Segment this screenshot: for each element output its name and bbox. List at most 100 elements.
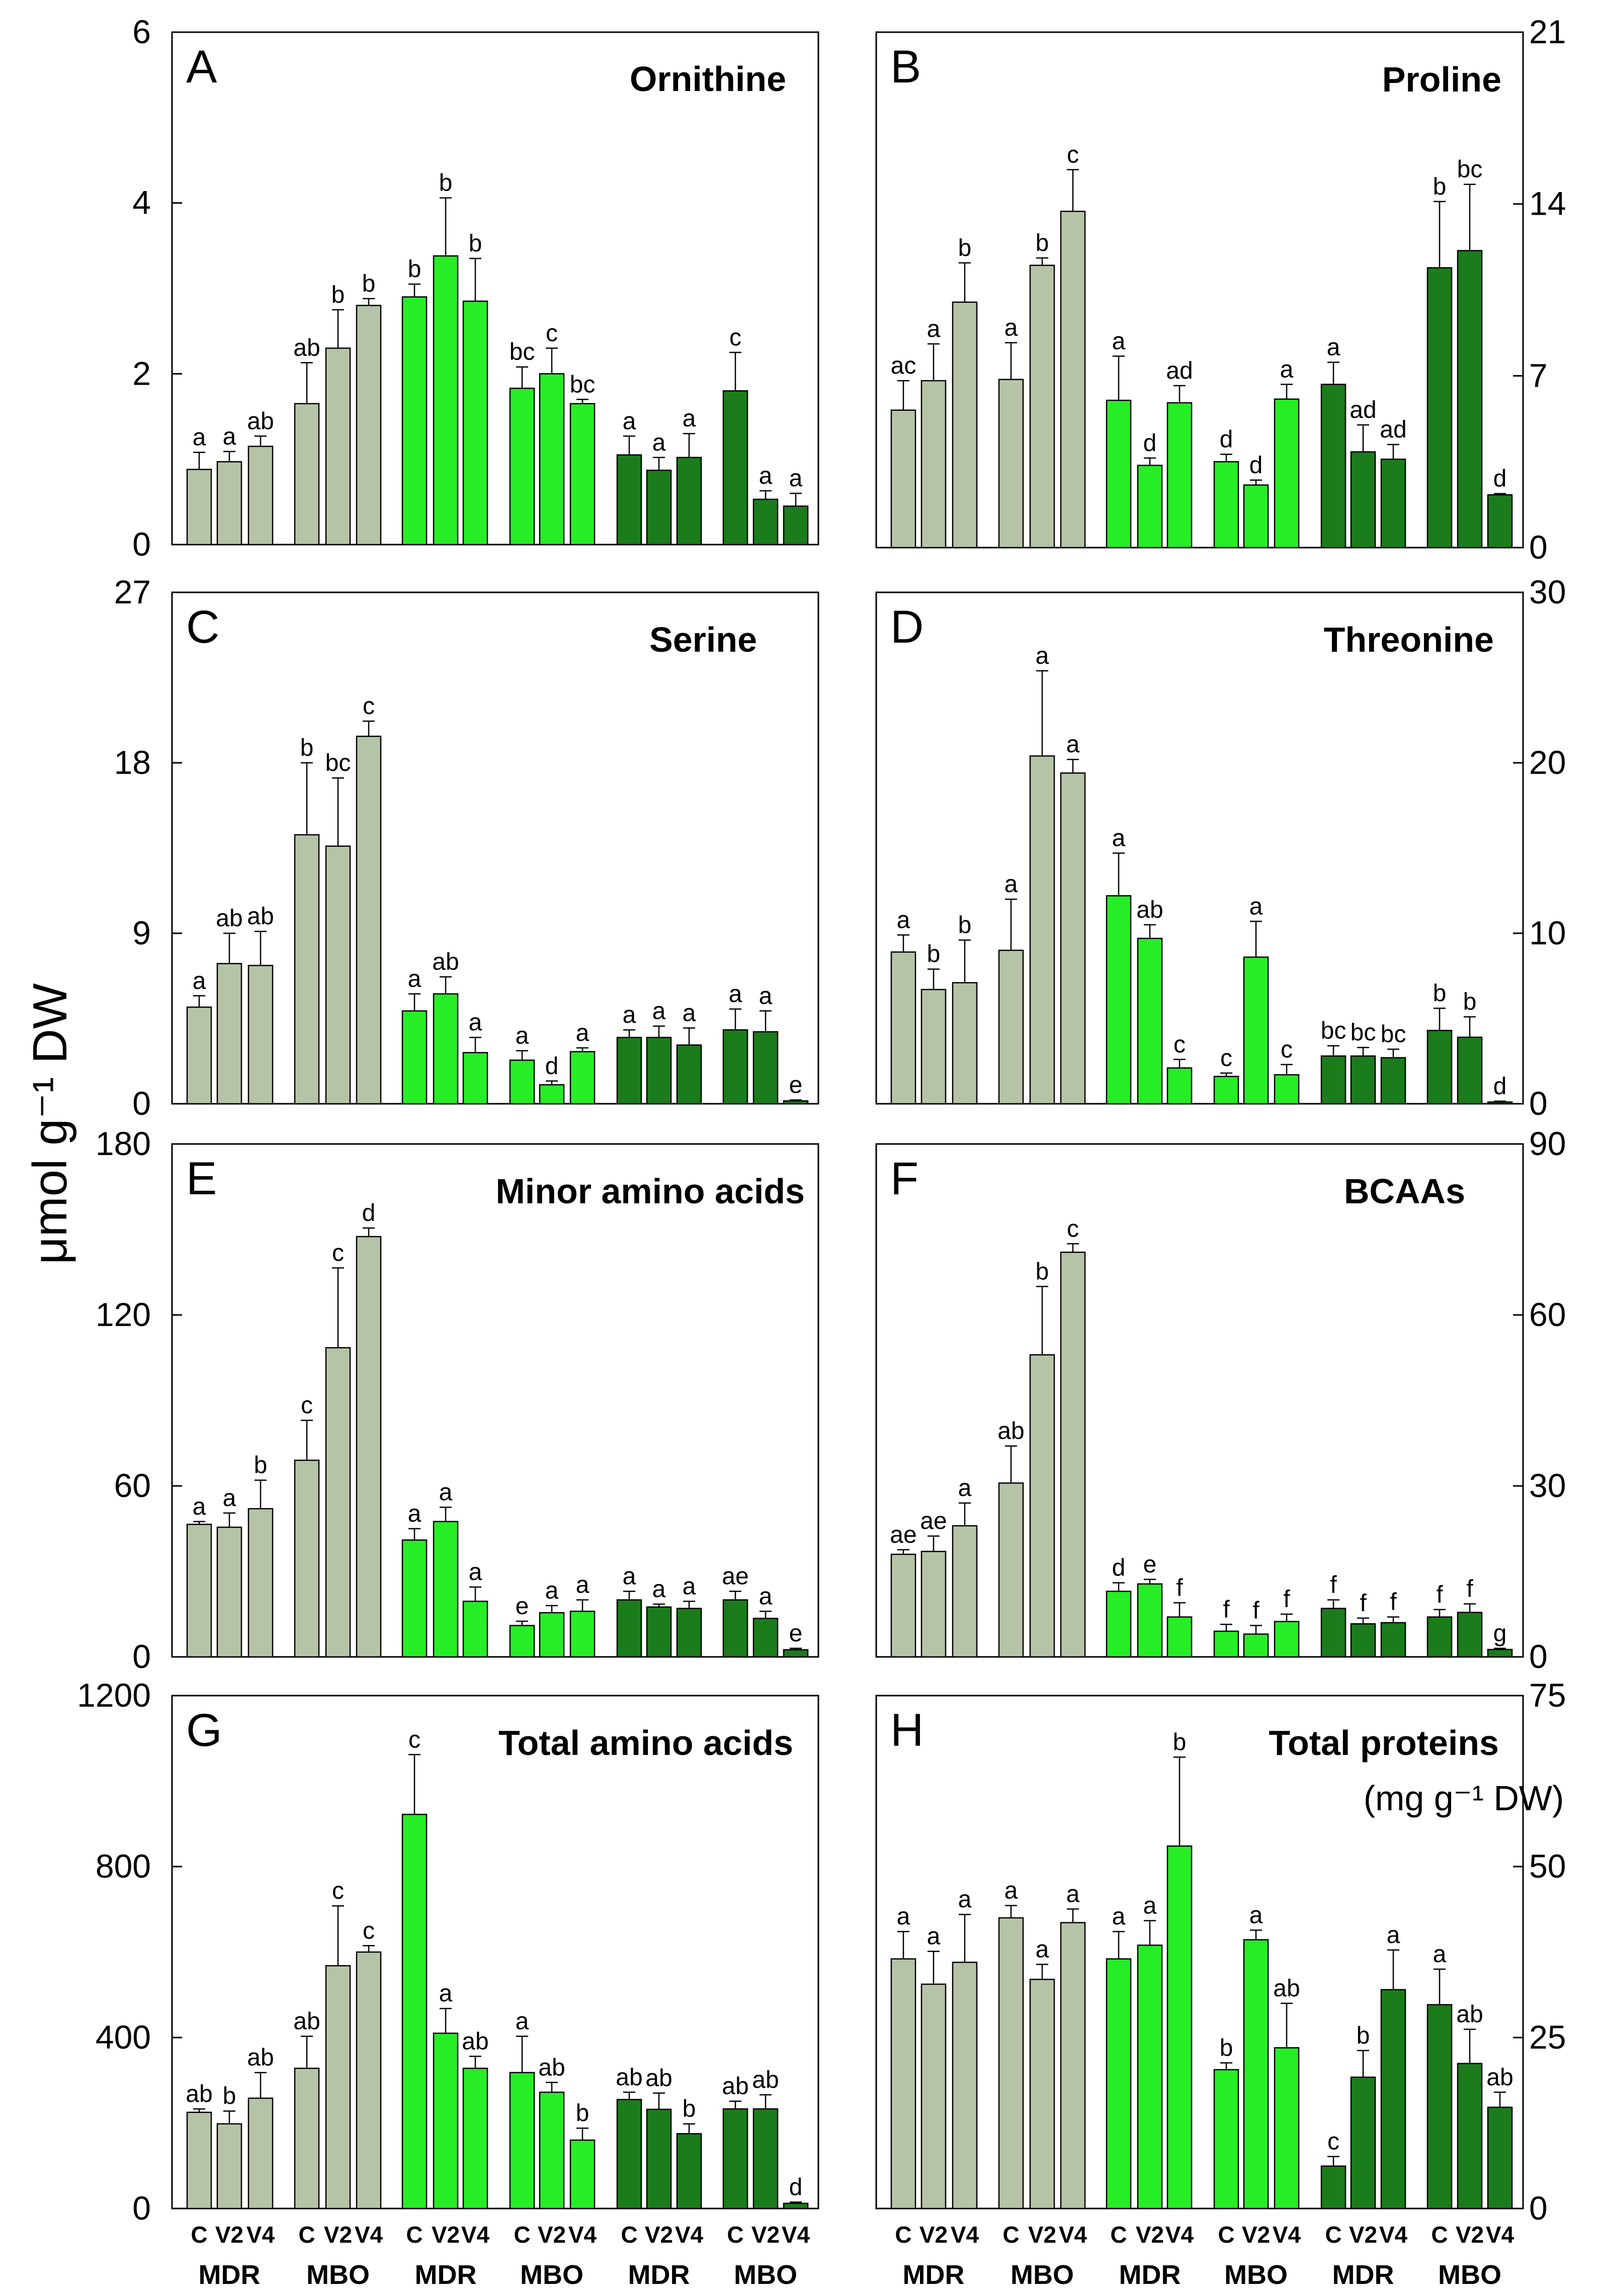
significance-letter: c <box>332 1878 344 1904</box>
significance-letter: b <box>1433 980 1447 1007</box>
significance-letter: a <box>623 1563 636 1590</box>
significance-letter: c <box>332 1240 344 1267</box>
x-tick-label: V4 <box>1486 2222 1515 2248</box>
panel-title: Total proteins <box>1269 1723 1499 1762</box>
significance-letter: a <box>927 316 941 342</box>
bar <box>433 255 459 546</box>
panel-letter: E <box>186 1153 217 1204</box>
bar <box>1213 2069 1239 2210</box>
bar <box>1137 937 1163 1105</box>
bar <box>783 2202 809 2210</box>
y-tick-label: 2 <box>132 355 151 392</box>
significance-letter: ab <box>1456 2001 1483 2028</box>
x-tick-label: V2 <box>1456 2222 1484 2248</box>
y-tick-label: 0 <box>132 1085 151 1122</box>
bar <box>676 457 702 546</box>
bar <box>1060 772 1086 1105</box>
significance-letter: a <box>1433 1941 1447 1968</box>
y-tick-label: 30 <box>1529 1467 1566 1504</box>
bar <box>1457 2063 1483 2210</box>
x-tick-label: C <box>1325 2222 1341 2248</box>
significance-letter: a <box>576 1020 590 1046</box>
y-tick-label: 0 <box>1529 2189 1548 2227</box>
bar <box>1243 484 1269 549</box>
significance-letter: ab <box>997 1418 1024 1445</box>
panel-frame <box>171 1143 819 1658</box>
significance-letter: d <box>1493 466 1507 492</box>
bar <box>920 380 947 549</box>
significance-letter: a <box>469 1009 482 1036</box>
bar <box>1380 1622 1406 1658</box>
significance-letter: a <box>576 1572 590 1599</box>
significance-letter: a <box>759 983 773 1009</box>
significance-letter: c <box>1067 141 1079 168</box>
bar <box>783 505 809 546</box>
y-tick-label: 180 <box>96 1125 151 1162</box>
significance-letter: ab <box>247 2045 274 2071</box>
panel-frame <box>875 31 1524 549</box>
bar <box>1350 451 1376 549</box>
x-group-label: MBO <box>306 2260 370 2290</box>
panel-letter: G <box>186 1705 222 1756</box>
significance-letter: f <box>1283 1586 1290 1613</box>
bar <box>569 2139 596 2210</box>
bar <box>1166 1616 1193 1658</box>
significance-letter: ab <box>432 949 459 976</box>
panel-letter: H <box>890 1705 923 1756</box>
bar <box>247 446 274 546</box>
significance-letter: a <box>545 1577 559 1604</box>
bar <box>1380 1989 1406 2210</box>
significance-letter: a <box>897 907 910 933</box>
significance-letter: a <box>927 1923 941 1950</box>
x-tick-label: V2 <box>215 2222 243 2248</box>
x-tick-label: V4 <box>1165 2222 1194 2248</box>
significance-letter: a <box>652 429 666 456</box>
x-tick-label: C <box>1002 2222 1019 2248</box>
significance-letter: e <box>789 1620 803 1647</box>
bar <box>920 1983 947 2210</box>
y-tick-label: 0 <box>132 2189 151 2227</box>
significance-letter: e <box>789 1072 803 1098</box>
significance-letter: ab <box>462 2028 488 2055</box>
significance-letter: a <box>193 1493 206 1520</box>
significance-letter: b <box>1036 1258 1049 1285</box>
bar <box>646 469 672 546</box>
y-tick-label: 14 <box>1529 185 1566 222</box>
significance-letter: a <box>223 1485 236 1512</box>
bar <box>752 1031 779 1105</box>
bar <box>1029 755 1055 1105</box>
bar <box>1457 250 1483 549</box>
x-tick-label: V4 <box>1273 2222 1301 2248</box>
significance-letter: b <box>1036 230 1049 256</box>
y-tick-label: 120 <box>96 1296 151 1333</box>
bar <box>1457 1036 1483 1105</box>
y-tick-label: 18 <box>114 744 151 781</box>
panel-letter: D <box>890 601 923 653</box>
significance-letter: b <box>469 230 482 257</box>
bar <box>216 461 242 546</box>
significance-letter: a <box>1387 1922 1400 1949</box>
significance-letter: d <box>1249 452 1263 479</box>
significance-letter: a <box>958 1886 972 1913</box>
panel-subtitle: (mg g⁻¹ DW) <box>1364 1779 1564 1818</box>
significance-letter: a <box>223 423 236 450</box>
panel-frame <box>171 1695 819 2210</box>
significance-letter: b <box>223 2083 236 2109</box>
bar <box>539 2091 565 2210</box>
bar <box>462 1052 488 1105</box>
bar <box>401 1539 428 1658</box>
significance-letter: ae <box>722 1563 748 1590</box>
bar <box>216 1526 242 1658</box>
x-group-label: MDR <box>199 2260 261 2290</box>
bar <box>722 390 748 546</box>
bar <box>186 469 212 546</box>
bar <box>646 1036 672 1105</box>
significance-letter: a <box>408 966 422 993</box>
bar <box>186 1524 212 1658</box>
bar <box>247 1508 274 1658</box>
panel-title: Ornithine <box>630 59 786 99</box>
significance-letter: ad <box>1380 416 1406 443</box>
bar <box>676 1044 702 1105</box>
panel-frame <box>171 31 819 546</box>
